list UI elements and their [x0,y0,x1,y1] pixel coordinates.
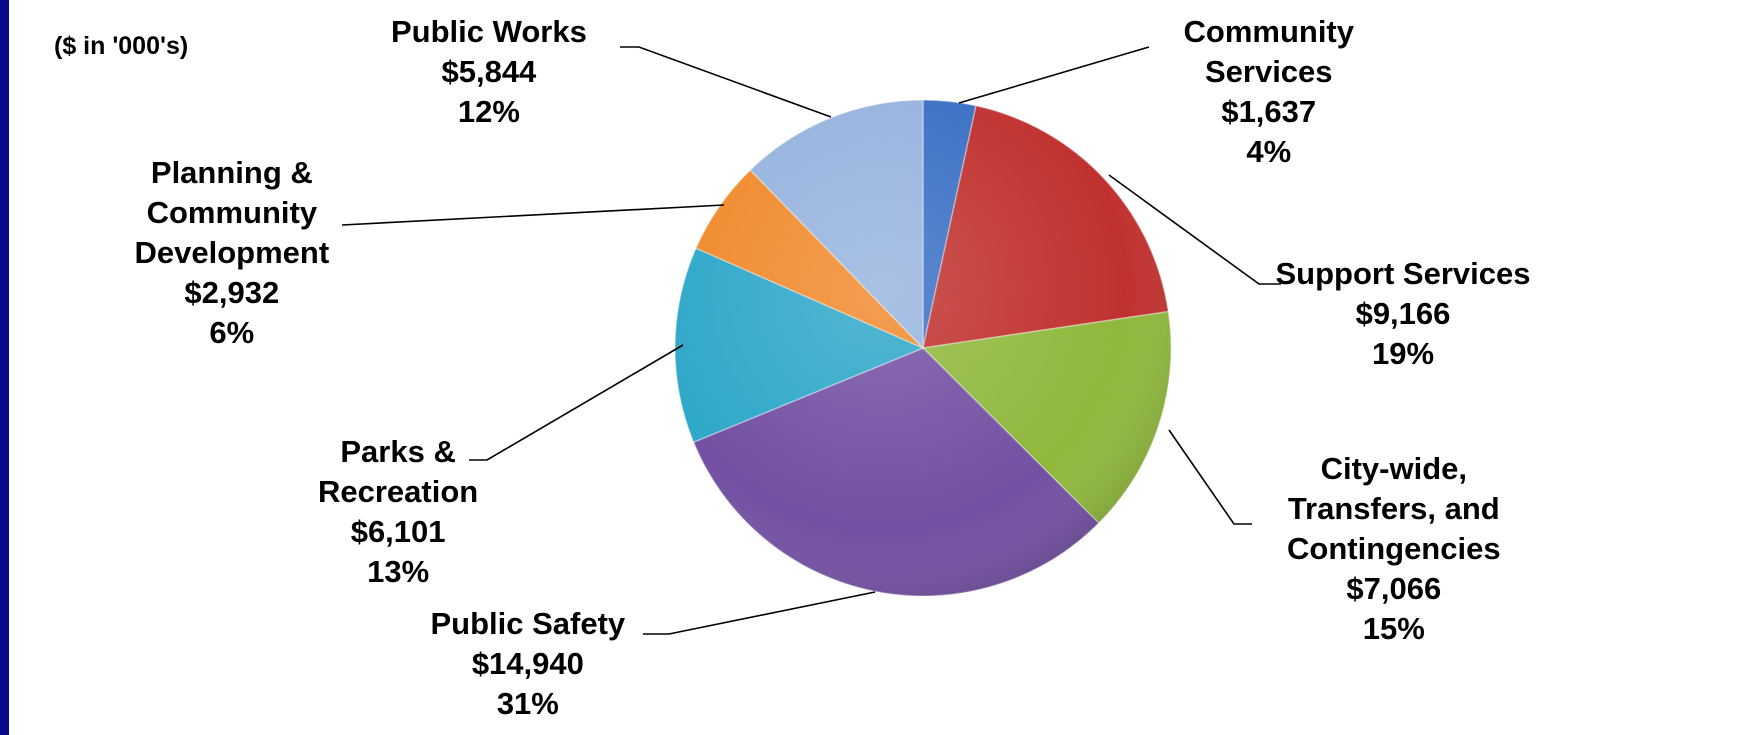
slice-percent: 19% [1371,336,1435,371]
slice-value: $7,066 [1346,571,1442,606]
leader-line-0 [958,46,1150,104]
slice-value: $2,932 [184,275,280,310]
slice-percent: 4% [1246,134,1292,169]
slice-name-line: Public Safety [430,606,626,641]
slice-name-line: Community [1183,14,1355,49]
slice-percent: 31% [496,686,559,721]
slice-percent: 6% [209,315,255,350]
slice-label: Public Safety $14,940 31% [431,604,626,724]
slice-value: $1,637 [1221,94,1317,129]
slice-name-line: Recreation [318,474,479,509]
units-note: ($ in '000's) [54,32,189,60]
slice-name-line: Development [134,235,330,270]
slice-name-line: Public Works [391,14,587,49]
slice-name-line: Community [146,195,318,230]
slice-name-line: Transfers, and [1287,491,1500,526]
slice-label: Parks & Recreation $6,101 13% [318,432,478,592]
slice-value: $5,844 [441,54,537,89]
leader-line-4 [469,344,684,461]
slice-value: $6,101 [350,514,446,549]
slice-percent: 12% [457,94,520,129]
slice-name-line: Contingencies [1287,531,1501,566]
slice-label: Community Services $1,637 4% [1184,12,1355,172]
slice-name-line: Services [1204,54,1333,89]
slice-percent: 13% [367,554,430,589]
slice-name-line: Planning & [150,155,313,190]
slice-name-line: Parks & [340,434,456,469]
leader-line-2 [1168,429,1252,525]
slice-label: City-wide, Transfers, and Contingencies $7,… [1287,449,1501,649]
leader-line-3 [643,591,876,635]
slice-label: Support Services $9,166 19% [1276,254,1531,374]
slice-name-line: Support Services [1275,256,1531,291]
slice-name-line: City-wide, [1320,451,1467,486]
leader-line-6 [620,46,832,118]
leader-line-1 [1108,174,1281,285]
slice-value: $9,166 [1355,296,1451,331]
chart-area: ($ in '000's) Community Services $1,637 4% S… [9,0,1743,735]
leader-line-5 [341,204,725,226]
slice-label: Public Works $5,844 12% [391,12,587,132]
slice-percent: 15% [1362,611,1425,646]
slice-value: $14,940 [471,646,584,681]
slice-label: Planning & Community Development $2,932 6% [135,153,330,353]
